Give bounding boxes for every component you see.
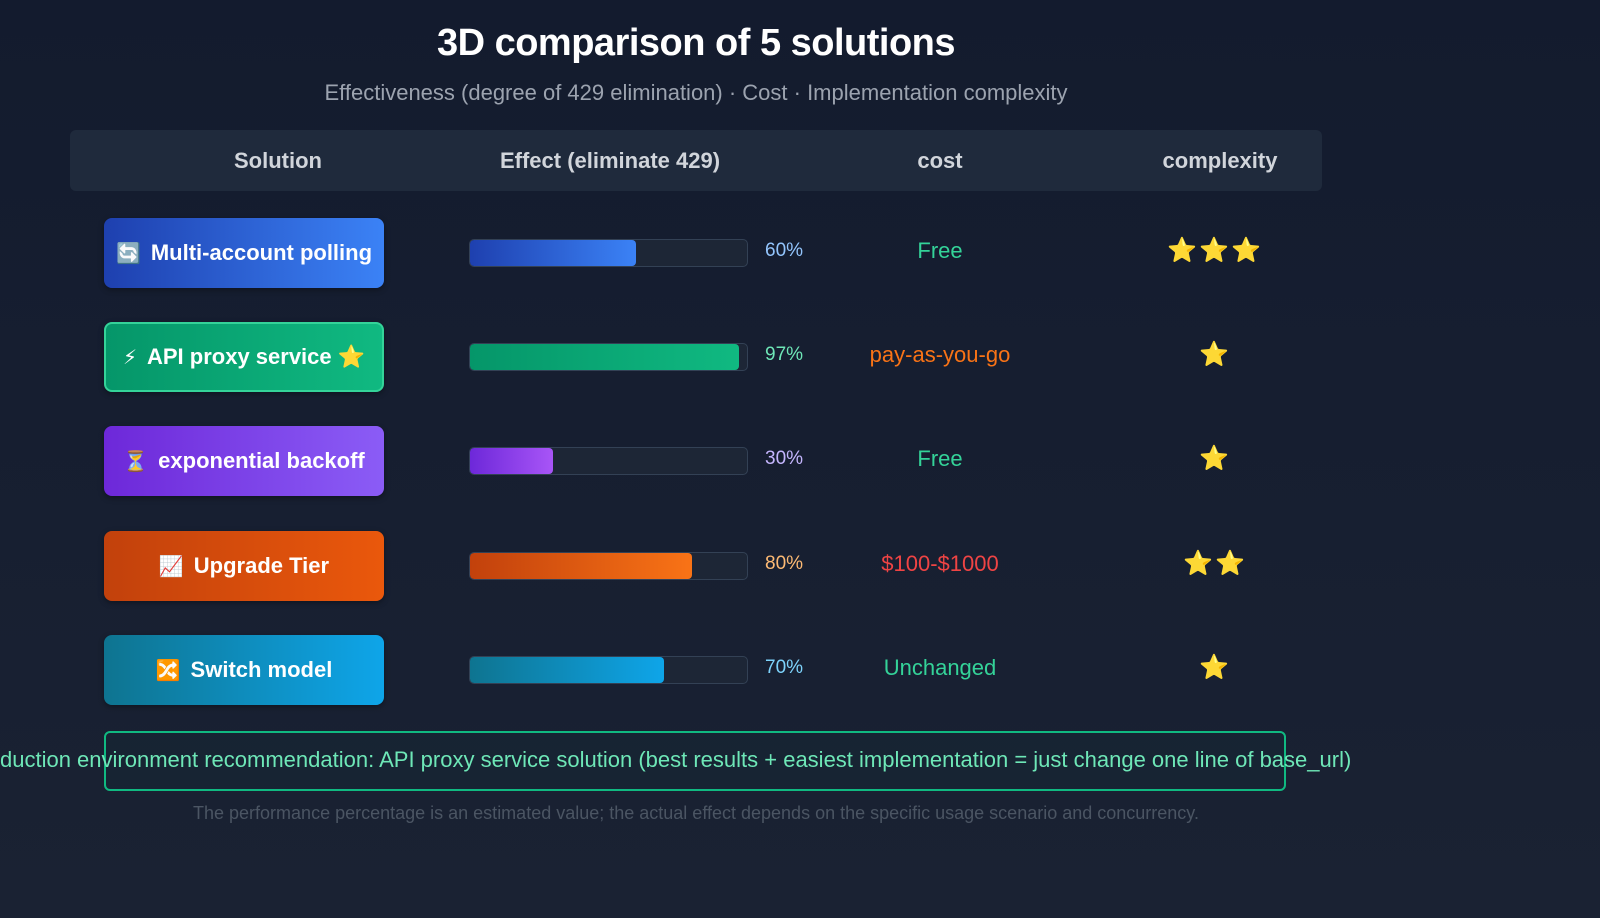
solution-label: Switch model	[190, 657, 333, 682]
page-title: 3D comparison of 5 solutions	[436, 22, 956, 64]
recommendation-text: duction environment recommendation: API …	[0, 747, 1352, 772]
refresh-icon: 🔄	[115, 242, 141, 265]
chart-up-icon: 📈	[158, 555, 184, 578]
solution-label: exponential backoff	[158, 448, 365, 473]
recommendation-box	[104, 731, 1286, 791]
table-row: 🔀 Switch model 70% Unchanged ⭐	[0, 635, 1400, 707]
solution-button-5[interactable]: 🔀 Switch model	[104, 635, 384, 705]
cost-value: pay-as-you-go	[869, 342, 1011, 367]
table-row: ⚡ API proxy service ⭐ 97% pay-as-you-go ⭐	[0, 322, 1400, 394]
cost-value: Free	[917, 446, 963, 471]
effect-value-label: 60%	[765, 240, 804, 261]
header-effect: Effect (eliminate 429)	[499, 148, 721, 173]
cost-value: Free	[917, 238, 963, 263]
table-header: Solution Effect (eliminate 429) cost com…	[70, 130, 1322, 191]
solution-button-2[interactable]: ⚡ API proxy service ⭐	[104, 322, 384, 392]
solution-button-3[interactable]: ⏳ exponential backoff	[104, 426, 384, 496]
header-cost: cost	[917, 148, 963, 173]
effect-bar	[470, 448, 554, 474]
complexity-stars: ⭐⭐	[1183, 550, 1247, 577]
complexity-stars: ⭐	[1199, 445, 1231, 472]
complexity-stars: ⭐⭐⭐	[1167, 237, 1263, 264]
solution-label: API proxy service	[146, 344, 332, 369]
effect-bar	[470, 657, 664, 683]
solution-button-4[interactable]: 📈 Upgrade Tier	[104, 531, 384, 601]
lightning-icon: ⚡	[122, 346, 137, 369]
effect-bar	[470, 553, 692, 579]
footnote: The performance percentage is an estimat…	[193, 803, 1199, 823]
cost-value: $100-$1000	[881, 551, 999, 576]
effect-value-label: 30%	[765, 448, 804, 469]
table-row: 📈 Upgrade Tier 80% $100-$1000 ⭐⭐	[0, 531, 1400, 603]
header-complexity: complexity	[1162, 148, 1278, 173]
effect-bar-track	[469, 343, 748, 371]
header-solution: Solution	[234, 148, 322, 173]
solution-label: Multi-account polling	[150, 240, 373, 265]
effect-bar	[470, 240, 637, 266]
effect-bar-track	[469, 656, 748, 684]
effect-bar-track	[469, 447, 748, 475]
solution-button-1[interactable]: 🔄 Multi-account polling	[104, 218, 384, 288]
complexity-stars: ⭐	[1199, 654, 1231, 681]
effect-value-label: 80%	[765, 553, 804, 574]
effect-bar-track	[469, 552, 748, 580]
table-row: ⏳ exponential backoff 30% Free ⭐	[0, 426, 1400, 498]
page-subtitle: Effectiveness (degree of 429 elimination…	[324, 80, 1068, 105]
effect-bar-track	[469, 239, 748, 267]
hourglass-icon: ⏳	[123, 450, 149, 473]
effect-value-label: 97%	[765, 344, 804, 365]
shuffle-icon: 🔀	[155, 659, 181, 682]
cost-value: Unchanged	[883, 655, 997, 680]
star-icon: ⭐	[337, 344, 366, 369]
solution-label: Upgrade Tier	[193, 553, 330, 578]
complexity-stars: ⭐	[1199, 341, 1231, 368]
effect-value-label: 70%	[765, 657, 804, 678]
table-row: 🔄 Multi-account polling 60% Free ⭐⭐⭐	[0, 218, 1400, 290]
effect-bar	[470, 344, 739, 370]
